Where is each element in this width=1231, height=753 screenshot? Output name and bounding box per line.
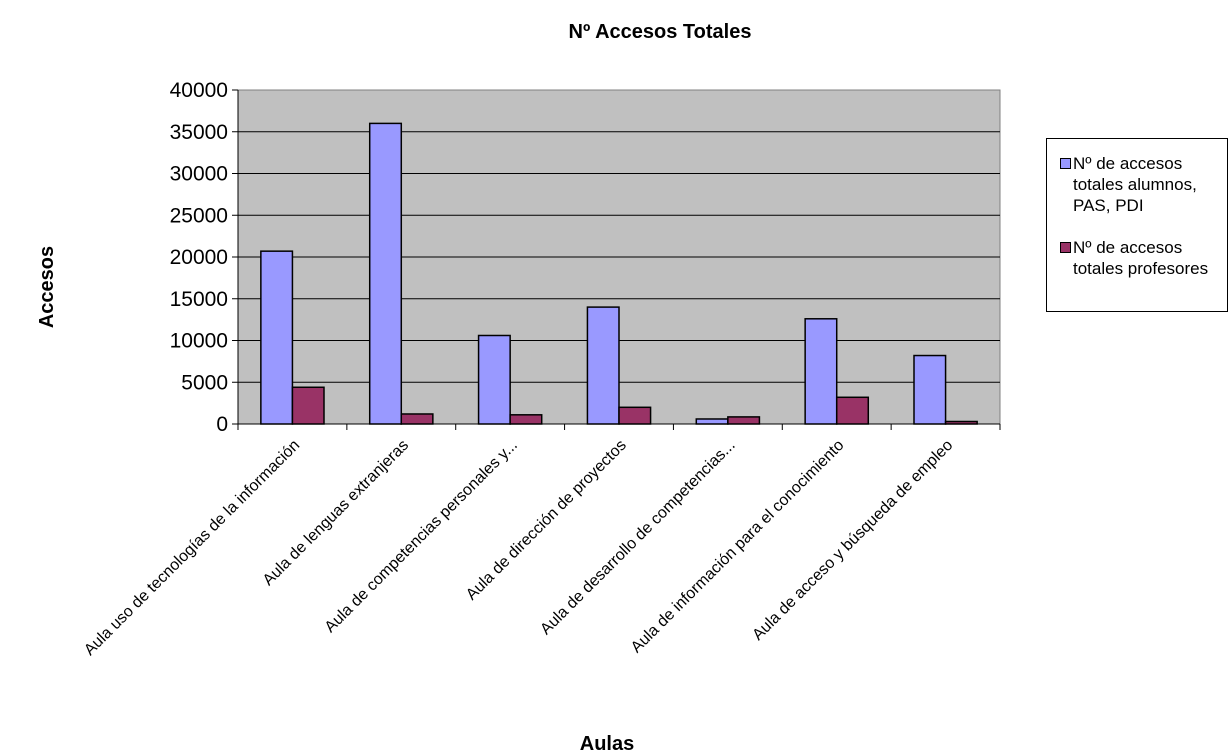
x-tick-label: Aula de información para el conocimiento — [628, 437, 848, 657]
y-tick-label: 30000 — [170, 163, 228, 186]
gridlines — [238, 131, 1000, 383]
y-tick-label: 0 — [216, 413, 228, 436]
y-tick-label: 25000 — [170, 204, 228, 227]
x-tick-label: Aula de competencias personales y... — [322, 437, 521, 636]
bar-series-1 — [477, 334, 511, 425]
bar-series-2 — [618, 406, 652, 425]
x-tick-label: Aula de acceso y búsqueda de empleo — [749, 437, 956, 644]
bar-series-2 — [291, 386, 325, 425]
y-tick-label: 35000 — [170, 121, 228, 144]
y-tick-label: 40000 — [170, 79, 228, 102]
bar-series-1 — [804, 318, 838, 425]
bar-series-1 — [913, 354, 947, 425]
x-tick-label: Aula de desarrollo de competencias... — [537, 437, 738, 638]
legend-label-series-2: Nº de accesos totales profesores — [1073, 238, 1209, 278]
y-axis-ticks: 0 5000 10000 15000 20000 25000 30000 35000 40000 — [170, 79, 238, 436]
legend-item-series-2: Nº de accesos totales profesores — [1060, 237, 1223, 279]
y-tick-label: 10000 — [170, 330, 228, 353]
y-axis-label: Accesos — [36, 246, 58, 328]
bar-series-1 — [260, 250, 294, 425]
legend-label-series-1: Nº de accesos totales alumnos, PAS, PDI — [1073, 154, 1197, 215]
bar-series-2 — [400, 413, 434, 425]
y-tick-label: 20000 — [170, 246, 228, 269]
chart-legend: Nº de accesos totales alumnos, PAS, PDI … — [1046, 138, 1228, 312]
chart-title: Nº Accesos Totales — [569, 21, 752, 43]
x-axis-ticks: Aula uso de tecnologías de la informació… — [81, 424, 1001, 659]
y-tick-label: 5000 — [181, 371, 228, 394]
bar-series-1 — [586, 306, 620, 425]
legend-item-series-1: Nº de accesos totales alumnos, PAS, PDI — [1060, 153, 1223, 216]
x-axis-label: Aulas — [580, 733, 634, 753]
bar-series-1 — [368, 122, 403, 425]
bar-series-2 — [835, 396, 870, 425]
bars — [260, 122, 978, 425]
legend-swatch-series-1 — [1060, 158, 1071, 169]
x-tick-label: Aula uso de tecnologías de la informació… — [81, 437, 303, 659]
y-tick-label: 15000 — [170, 288, 228, 311]
bar-series-2 — [509, 414, 543, 425]
bar-series-2 — [727, 416, 761, 425]
bar-series-1 — [695, 418, 729, 425]
legend-swatch-series-2 — [1060, 242, 1071, 253]
